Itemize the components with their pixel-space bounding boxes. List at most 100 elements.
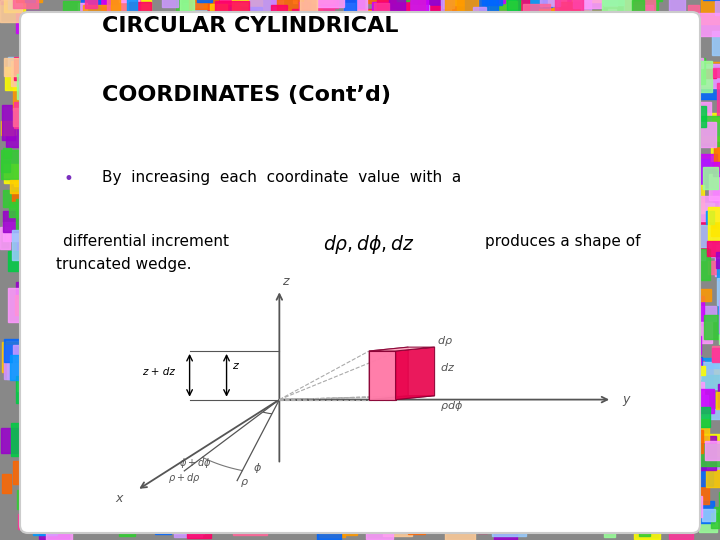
Bar <box>682 366 705 375</box>
Bar <box>648 437 678 451</box>
Bar <box>192 88 210 99</box>
Bar <box>632 0 644 26</box>
Bar <box>633 255 642 274</box>
Bar <box>302 319 321 354</box>
Bar <box>213 173 231 194</box>
Bar <box>647 457 663 474</box>
Bar <box>608 171 631 185</box>
Bar <box>208 0 233 10</box>
Bar <box>168 45 202 56</box>
Bar <box>569 289 590 309</box>
Bar <box>416 286 450 310</box>
Bar <box>646 206 671 240</box>
Bar <box>252 276 280 307</box>
Bar <box>629 259 654 273</box>
Bar <box>672 249 693 265</box>
Bar <box>712 31 720 55</box>
Bar <box>485 294 501 312</box>
Bar <box>56 72 65 82</box>
Bar <box>620 170 655 201</box>
Bar <box>76 96 88 123</box>
Bar <box>181 206 191 227</box>
Bar <box>418 322 444 341</box>
Bar <box>292 271 312 296</box>
Bar <box>546 291 560 303</box>
Bar <box>606 75 618 98</box>
Bar <box>530 60 555 71</box>
Bar <box>48 445 64 471</box>
Bar <box>670 281 694 299</box>
Bar <box>408 491 418 521</box>
Bar <box>583 248 618 275</box>
Bar <box>115 450 150 464</box>
Bar <box>375 116 397 130</box>
Bar <box>30 179 58 206</box>
Bar <box>119 232 150 247</box>
Bar <box>533 519 567 528</box>
Bar <box>336 366 368 392</box>
Bar <box>541 143 555 157</box>
Bar <box>497 245 518 265</box>
Bar <box>105 77 129 93</box>
Bar <box>472 262 483 275</box>
Bar <box>452 69 472 89</box>
Bar <box>507 119 525 132</box>
Bar <box>472 48 499 69</box>
Bar <box>392 91 408 102</box>
Bar <box>410 429 434 463</box>
Bar <box>431 347 465 358</box>
Bar <box>713 147 720 173</box>
Bar <box>717 259 720 280</box>
Bar <box>197 287 223 303</box>
Bar <box>478 128 508 147</box>
Bar <box>497 361 526 378</box>
Bar <box>425 161 433 195</box>
Text: $d\rho, d\phi, dz$: $d\rho, d\phi, dz$ <box>323 233 414 256</box>
Bar <box>208 12 219 29</box>
Bar <box>719 220 720 243</box>
Bar <box>315 39 335 62</box>
Bar <box>242 340 264 357</box>
Bar <box>368 0 395 3</box>
Bar <box>680 203 714 213</box>
Bar <box>442 354 463 369</box>
Bar <box>107 45 140 65</box>
Bar <box>419 31 442 42</box>
Bar <box>680 476 690 500</box>
Bar <box>630 302 642 317</box>
Bar <box>19 85 34 119</box>
Bar <box>697 289 711 301</box>
Bar <box>166 336 177 348</box>
Bar <box>507 450 526 474</box>
Bar <box>558 423 579 434</box>
Bar <box>398 415 413 429</box>
Bar <box>341 128 375 151</box>
Bar <box>299 163 311 197</box>
Polygon shape <box>369 396 435 400</box>
Bar <box>698 154 716 188</box>
Bar <box>682 407 710 427</box>
Bar <box>251 367 264 397</box>
Bar <box>32 338 51 351</box>
Bar <box>478 519 487 533</box>
Bar <box>68 474 87 495</box>
Bar <box>32 255 61 269</box>
Bar <box>134 46 160 69</box>
Bar <box>333 269 346 298</box>
Bar <box>61 120 76 151</box>
Bar <box>630 430 649 451</box>
Bar <box>173 151 186 162</box>
Bar <box>58 404 78 426</box>
Bar <box>569 456 599 471</box>
Bar <box>364 390 398 424</box>
Bar <box>402 156 422 179</box>
Bar <box>600 143 610 164</box>
Bar <box>387 90 415 123</box>
Bar <box>295 11 320 44</box>
Bar <box>182 197 202 220</box>
Bar <box>492 322 500 345</box>
Bar <box>42 78 60 93</box>
Bar <box>77 415 109 433</box>
Bar <box>668 83 680 113</box>
Bar <box>122 459 138 477</box>
